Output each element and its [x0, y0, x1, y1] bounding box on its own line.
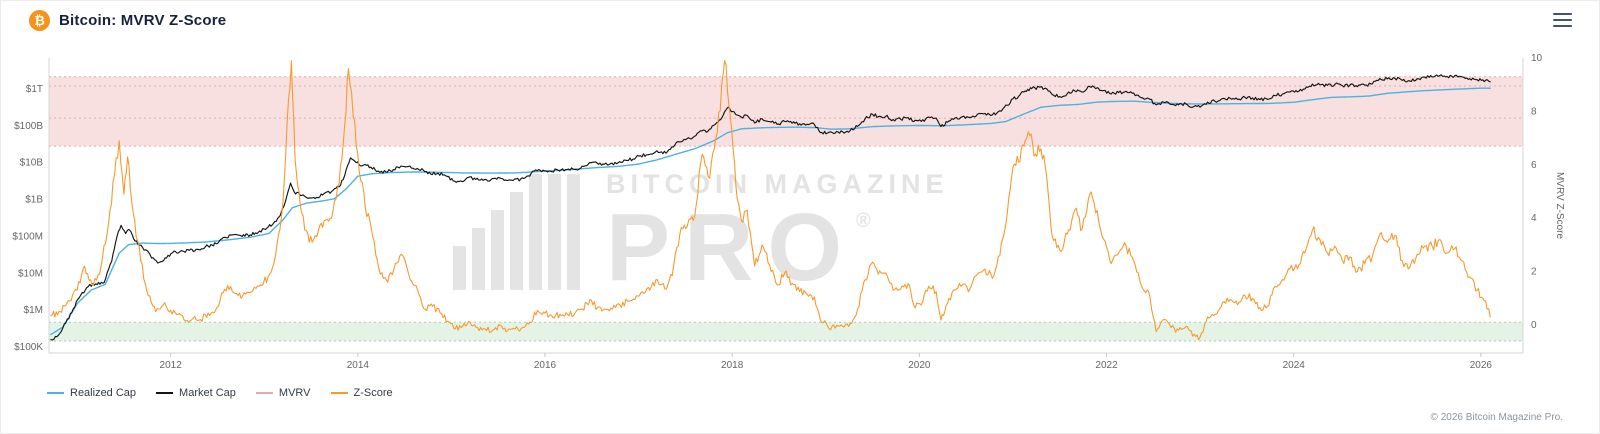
x-tick-label: 2022 [1095, 360, 1118, 371]
legend-swatch-icon [330, 392, 348, 394]
y-left-tick-label: $10B [20, 158, 44, 169]
legend-swatch-icon [255, 392, 273, 394]
series-z-score[interactable] [50, 60, 1491, 341]
y-left-tick-label: $10M [18, 268, 43, 279]
legend-swatch-icon [47, 392, 64, 394]
bitcoin-icon: ₿ [29, 10, 50, 31]
legend-item-mvrv[interactable]: MVRV [255, 387, 311, 399]
legend-swatch-icon [156, 392, 174, 394]
y-right-tick-label: 10 [1531, 53, 1543, 64]
y-left-tick-label: $100K [14, 342, 43, 353]
y-left-tick-label: $1M [24, 305, 43, 316]
series-realized-cap[interactable] [50, 87, 1491, 336]
legend-label: Z-Score [353, 387, 393, 399]
y-left-tick-label: $1B [25, 195, 43, 206]
legend-item-realized-cap[interactable]: Realized Cap [47, 387, 136, 399]
y-left-tick-label: $100B [14, 121, 43, 132]
x-tick-label: 2016 [534, 360, 557, 371]
x-tick-label: 2020 [908, 360, 931, 371]
legend-label: MVRV [278, 387, 311, 399]
right-axis-title: MVRV Z-Score [1554, 172, 1565, 239]
chart-header: ₿ Bitcoin: MVRV Z-Score [29, 10, 226, 31]
series-market-cap[interactable] [50, 74, 1491, 341]
x-tick-label: 2018 [721, 360, 744, 371]
x-tick-label: 2012 [160, 360, 183, 371]
copyright: © 2026 Bitcoin Magazine Pro. [1430, 412, 1563, 423]
page-title: Bitcoin: MVRV Z-Score [59, 12, 227, 29]
band-mvrv-overvalued-zone [49, 76, 1523, 147]
hamburger-menu-icon[interactable] [1553, 13, 1572, 28]
x-tick-label: 2024 [1283, 360, 1306, 371]
y-left-tick-label: $100M [12, 231, 43, 242]
legend-item-z-score[interactable]: Z-Score [330, 387, 393, 399]
legend: Realized Cap Market Cap MVRV Z-Score [47, 387, 393, 399]
band-mvrv-undervalued-zone [49, 322, 1523, 341]
legend-item-market-cap[interactable]: Market Cap [156, 387, 236, 399]
y-right-tick-label: 6 [1531, 160, 1537, 171]
y-left-tick-label: $1T [26, 84, 43, 95]
legend-label: Market Cap [179, 387, 236, 399]
y-right-tick-label: 2 [1531, 267, 1537, 278]
x-tick-label: 2014 [347, 360, 370, 371]
y-right-tick-label: 0 [1531, 320, 1537, 331]
x-tick-label: 2026 [1470, 360, 1493, 371]
legend-label: Realized Cap [70, 387, 137, 399]
y-right-tick-label: 4 [1531, 213, 1537, 224]
y-right-tick-label: 8 [1531, 106, 1537, 117]
